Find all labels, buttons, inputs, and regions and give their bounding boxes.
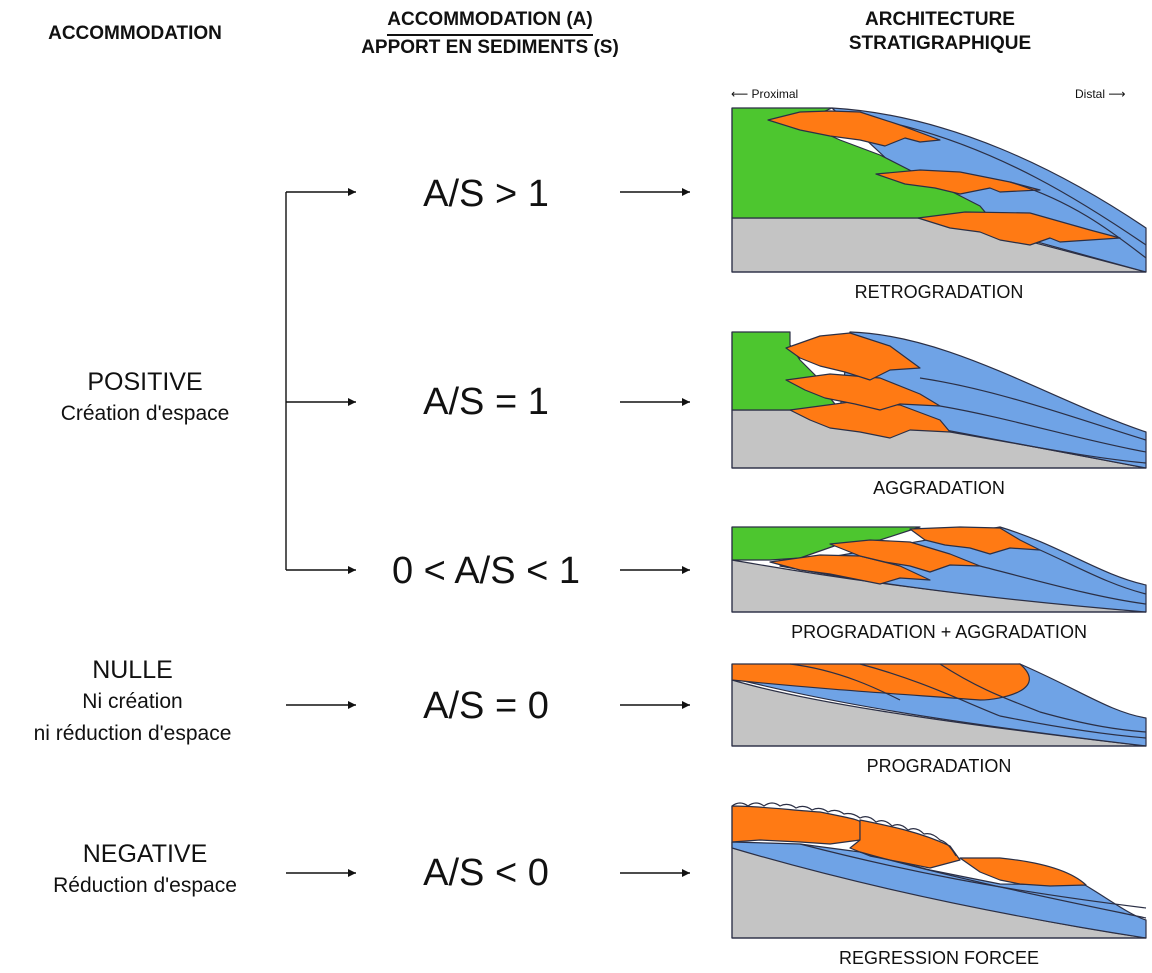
arrow-left-icon: ⟵ xyxy=(731,87,749,101)
header-architecture-line1: ARCHITECTURE xyxy=(865,9,1015,30)
section-retrogradation xyxy=(731,107,1147,273)
shoreface-upper xyxy=(767,110,941,147)
header-accommodation-text: ACCOMMODATION xyxy=(48,23,222,44)
pattern-label-progradation: PROGRADATION xyxy=(866,756,1012,776)
marine-shale-layer xyxy=(731,841,1147,939)
ratio-to-pattern-arrows xyxy=(620,188,690,877)
shoreface-lower xyxy=(959,857,1087,887)
section-progradation-aggradation xyxy=(731,526,1147,613)
category-nulle-line3: ni réduction d'espace xyxy=(33,722,232,745)
category-positive-title: POSITIVE xyxy=(87,368,203,396)
category-nulle: NULLE Ni création ni réduction d'espace xyxy=(0,654,265,750)
direction-distal-label: Distal xyxy=(1075,87,1106,101)
ratio-aggradation: A/S = 1 xyxy=(423,381,549,423)
pattern-label-progradation-aggradation: PROGRADATION + AGGRADATION xyxy=(791,622,1087,642)
shoreface-upper xyxy=(909,526,1041,555)
shoreface-lower xyxy=(769,554,931,585)
category-arrows xyxy=(286,701,356,877)
header-ratio-denominator: APPORT EN SEDIMENTS (S) xyxy=(361,37,619,58)
section-forced-regression xyxy=(731,802,1147,939)
ratio-progradation-aggradation: 0 < A/S < 1 xyxy=(391,550,581,592)
category-positive: POSITIVE Création d'espace xyxy=(30,366,260,430)
category-negative-subtitle: Réduction d'espace xyxy=(53,874,237,897)
shoreface-middle xyxy=(875,169,1041,195)
direction-proximal-label: Proximal xyxy=(751,87,799,101)
direction-distal: Distal ⟶ xyxy=(1075,87,1126,101)
ratio-retrogradation: A/S > 1 xyxy=(423,173,549,215)
section-progradation xyxy=(731,663,1147,747)
category-positive-subtitle: Création d'espace xyxy=(60,402,230,425)
header-architecture-line2: STRATIGRAPHIQUE xyxy=(848,33,1032,54)
shoreface-upper xyxy=(731,805,861,845)
header-accommodation: ACCOMMODATION xyxy=(20,22,250,46)
shoreface-upper xyxy=(785,332,921,381)
header-ratio-numerator: ACCOMMODATION (A) xyxy=(387,8,593,36)
section-aggradation xyxy=(731,331,1147,469)
shoreface-lower xyxy=(917,211,1121,246)
shoreface-middle xyxy=(829,539,981,573)
category-nulle-line2: Ni création xyxy=(82,690,183,713)
erosional-surface xyxy=(731,802,957,857)
category-nulle-title: NULLE xyxy=(92,656,173,684)
positive-bracket xyxy=(285,188,356,574)
header-ratio: ACCOMMODATION (A) APPORT EN SEDIMENTS (S… xyxy=(340,8,640,60)
direction-proximal: ⟵ Proximal xyxy=(731,87,798,101)
header-architecture: ARCHITECTURE STRATIGRAPHIQUE xyxy=(800,8,1080,56)
shoreface-middle xyxy=(849,819,961,869)
arrow-right-icon: ⟶ xyxy=(1108,87,1126,101)
ratio-progradation: A/S = 0 xyxy=(423,685,549,727)
pattern-label-aggradation: AGGRADATION xyxy=(873,478,1005,498)
category-negative-title: NEGATIVE xyxy=(82,840,208,868)
pattern-label-forced-regression: REGRESSION FORCEE xyxy=(838,948,1040,968)
category-negative: NEGATIVE Réduction d'espace xyxy=(30,838,260,902)
pattern-label-retrogradation: RETROGRADATION xyxy=(854,282,1024,302)
ratio-forced-regression: A/S < 0 xyxy=(423,852,549,894)
